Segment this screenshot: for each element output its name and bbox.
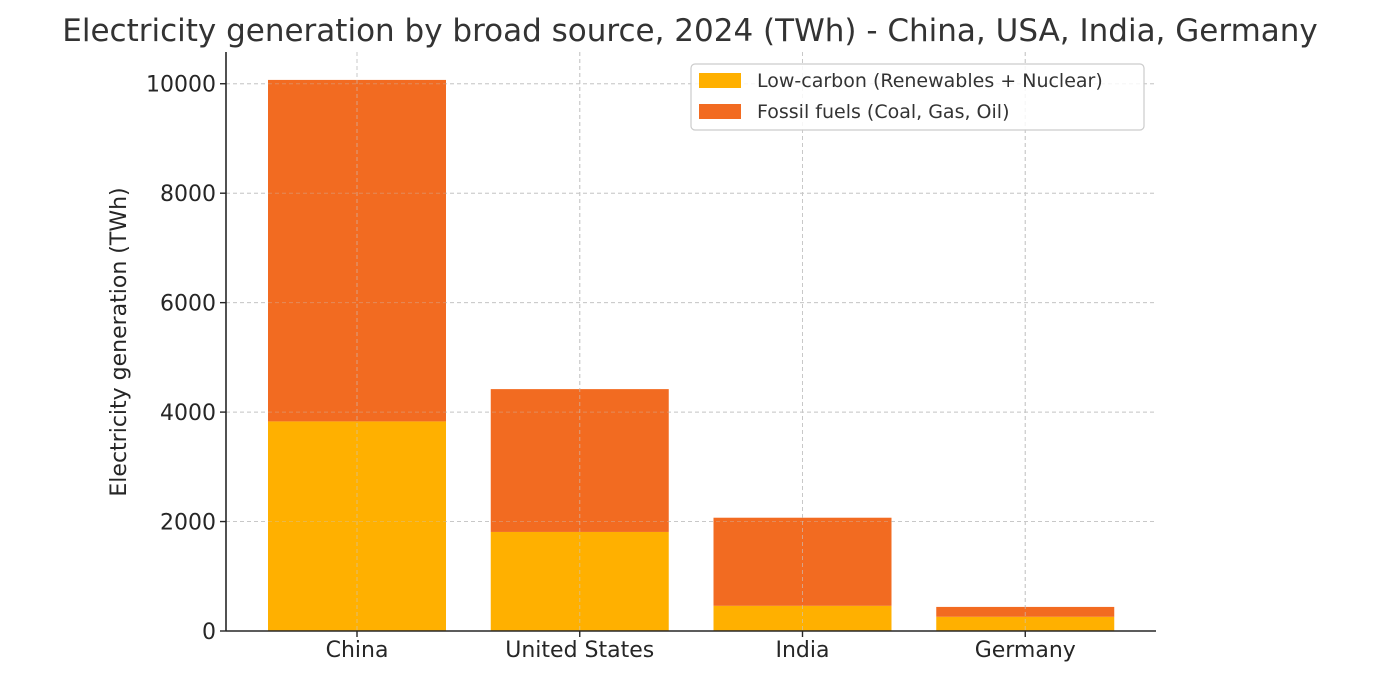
- y-tick-label: 2000: [160, 511, 216, 536]
- y-tick-label: 6000: [160, 292, 216, 317]
- y-tick-label: 0: [202, 620, 216, 645]
- x-tick-label: China: [326, 638, 389, 663]
- legend-label: Fossil fuels (Coal, Gas, Oil): [757, 101, 1009, 123]
- x-tick-label: India: [776, 638, 830, 663]
- bars-layer: [226, 52, 1156, 631]
- bar-low-carbon-united-states: [490, 531, 669, 631]
- chart-title: Electricity generation by broad source, …: [62, 13, 1318, 49]
- y-tick-label: 8000: [160, 182, 216, 207]
- legend-swatch: [699, 104, 741, 119]
- x-tick-label: Germany: [975, 638, 1076, 663]
- bar-fossil-germany: [936, 606, 1115, 617]
- legend-box: [690, 63, 1145, 131]
- x-tick-label: United States: [505, 638, 654, 663]
- bar-low-carbon-germany: [936, 616, 1115, 631]
- legend: Low-carbon (Renewables + Nuclear) Fossil …: [690, 63, 1145, 131]
- y-tick-label: 10000: [146, 73, 216, 98]
- axes-layer: [225, 52, 1156, 632]
- y-tick-label: 4000: [160, 401, 216, 426]
- ticks-layer: 0 2000 4000 6000 8000 10000 China United States…: [146, 73, 1076, 663]
- legend-label: Low-carbon (Renewables + Nuclear): [757, 70, 1103, 92]
- y-axis-label: Electricity generation (TWh): [107, 187, 132, 496]
- bar-low-carbon-china: [268, 421, 446, 631]
- legend-swatch: [699, 73, 741, 88]
